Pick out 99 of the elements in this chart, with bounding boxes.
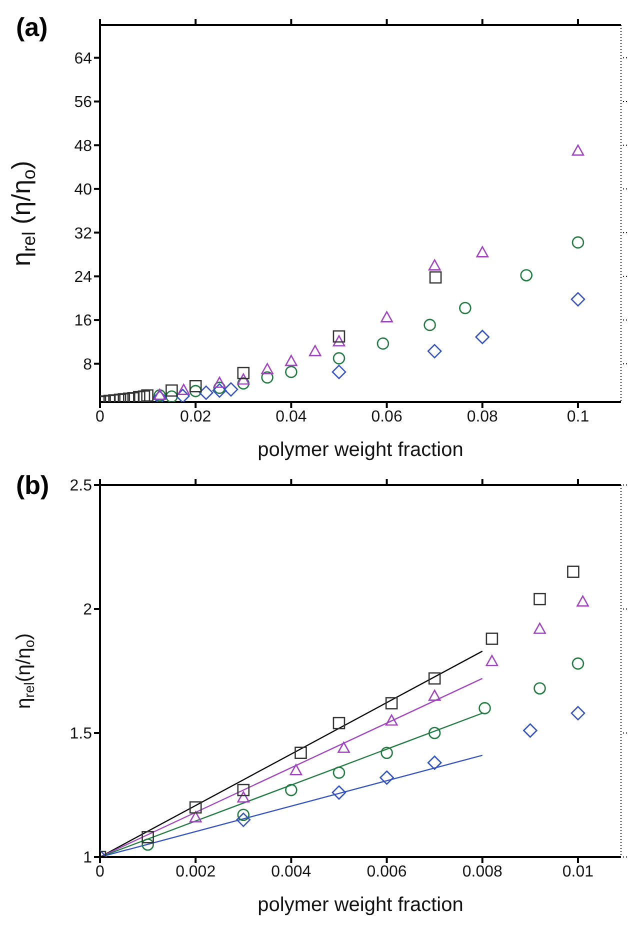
y-tick-label: 8 — [83, 356, 92, 374]
point — [290, 764, 302, 776]
point — [237, 784, 250, 796]
point — [332, 330, 346, 343]
y-tick-label: 1 — [83, 850, 92, 867]
chart-title: (b) — [16, 470, 50, 501]
point — [237, 366, 250, 380]
chart-title: (a) — [16, 12, 48, 43]
x-axis-title: polymer weight fraction — [258, 439, 464, 461]
point — [237, 373, 250, 385]
point — [428, 672, 441, 685]
y-tick-label: 16 — [74, 312, 92, 330]
point — [332, 766, 346, 779]
point — [486, 632, 498, 645]
point — [198, 386, 214, 400]
point — [285, 354, 298, 366]
point — [534, 592, 546, 606]
point — [429, 271, 442, 284]
point — [534, 682, 546, 695]
point — [176, 388, 190, 402]
point — [572, 236, 584, 249]
point — [570, 706, 586, 720]
point — [572, 657, 584, 670]
x-tick-label: 0 — [96, 863, 105, 880]
point — [424, 318, 436, 332]
point — [166, 390, 178, 402]
point — [166, 384, 178, 397]
point — [475, 330, 490, 344]
point — [486, 654, 498, 666]
x-axis-title: polymer weight fraction — [258, 894, 464, 916]
point — [142, 831, 154, 844]
y-tick-label: 48 — [74, 138, 92, 155]
point — [427, 344, 442, 358]
point — [567, 566, 580, 578]
point — [261, 363, 274, 374]
point — [478, 702, 491, 714]
point — [428, 690, 441, 701]
point — [237, 377, 250, 390]
point — [237, 808, 250, 821]
point — [427, 756, 442, 770]
x-tick-label: 0.002 — [176, 863, 216, 880]
point — [338, 742, 350, 753]
point — [576, 595, 589, 607]
point — [212, 383, 227, 398]
y-tick-label: 40 — [74, 182, 92, 199]
point — [332, 716, 346, 730]
point — [476, 246, 489, 258]
x-tick-label: 0.006 — [366, 863, 407, 880]
point — [261, 371, 274, 384]
point — [236, 812, 251, 827]
x-tick-label: 0.08 — [466, 408, 498, 426]
point — [428, 726, 441, 740]
point — [380, 311, 393, 322]
y-tick-label: 32 — [74, 225, 92, 242]
x-tick-label: 0.004 — [271, 863, 312, 880]
point — [213, 376, 226, 388]
point — [189, 384, 202, 398]
point — [523, 723, 538, 738]
point — [380, 746, 393, 759]
point — [142, 838, 154, 851]
x-tick-label: 0.008 — [462, 863, 503, 880]
point — [308, 345, 322, 356]
point — [177, 384, 190, 396]
x-tick-label: 0.01 — [562, 863, 594, 880]
point — [189, 380, 202, 392]
x-tick-label: 0 — [96, 408, 105, 426]
point — [189, 801, 202, 814]
x-tick-label: 0.04 — [276, 408, 307, 426]
point — [332, 785, 346, 800]
point — [332, 352, 346, 364]
point — [294, 746, 307, 759]
point — [385, 697, 398, 710]
y-tick-label: 1.5 — [70, 726, 92, 743]
point — [237, 791, 250, 803]
point — [385, 714, 398, 726]
point — [570, 292, 586, 306]
x-tick-label: 0.06 — [371, 408, 402, 426]
point — [332, 364, 346, 380]
point — [332, 335, 346, 346]
y-tick-label: 2 — [83, 602, 92, 619]
x-tick-label: 0.02 — [180, 408, 212, 426]
point — [141, 389, 154, 402]
y-tick-label: 56 — [74, 94, 92, 112]
point — [534, 622, 546, 634]
point — [520, 269, 533, 282]
point — [213, 382, 226, 394]
point — [572, 144, 584, 156]
point — [285, 366, 298, 378]
point — [459, 302, 472, 314]
y-tick-label: 2.5 — [70, 478, 92, 495]
point — [224, 382, 238, 397]
y-tick-label: 24 — [74, 269, 92, 286]
point — [380, 770, 394, 785]
point — [428, 259, 441, 270]
y-tick-label: 64 — [74, 50, 92, 68]
point — [189, 811, 202, 822]
point — [376, 337, 390, 350]
point — [285, 784, 298, 796]
x-tick-label: 0.1 — [566, 408, 590, 426]
